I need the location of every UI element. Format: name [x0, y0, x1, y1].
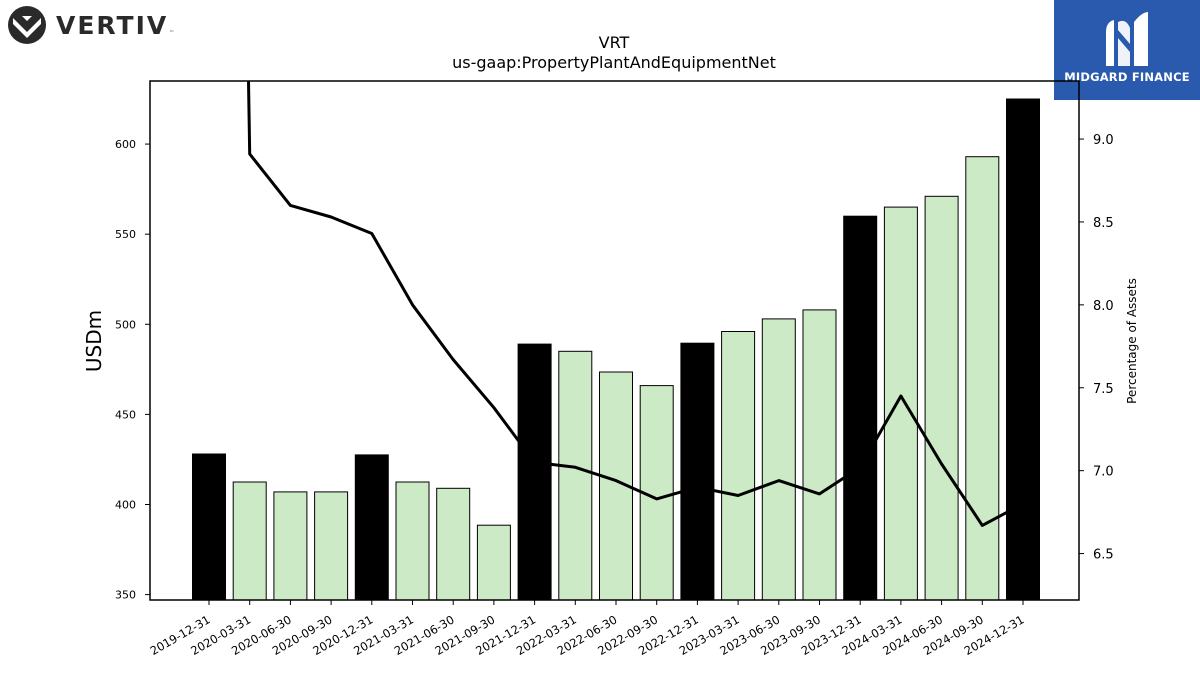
trademark-mark: ™ [169, 30, 175, 36]
midgard-logo: MIDGARD FINANCE [1054, 0, 1200, 100]
bar-2021-06-30 [436, 487, 471, 601]
y2-tick-label: 7.5 [1093, 382, 1114, 397]
y-tick-label: 550 [115, 228, 136, 241]
bar-2024-06-30 [924, 195, 959, 601]
bar-2024-12-31 [1006, 98, 1040, 601]
bar-2023-12-31 [843, 215, 878, 601]
percentage-line [247, 80, 1024, 527]
line-layer [247, 80, 1024, 527]
bar-2021-12-31 [517, 343, 552, 601]
y2-tick-label: 8.5 [1093, 216, 1114, 231]
bar-2021-03-31 [395, 481, 430, 601]
bar-2020-06-30 [273, 491, 308, 601]
bar-2024-09-30 [965, 156, 1000, 601]
y-tick-label: 450 [115, 408, 136, 421]
midgard-wordmark: MIDGARD FINANCE [1064, 70, 1190, 84]
y2-tick-label: 7.0 [1093, 465, 1114, 480]
y-tick-label: 400 [115, 498, 136, 511]
y-tick-label: 500 [115, 318, 136, 331]
bar-2023-03-31 [721, 331, 756, 601]
bar-2019-12-31 [192, 453, 226, 601]
bar-2022-03-31 [558, 350, 593, 601]
chart-subtitle: us-gaap:PropertyPlantAndEquipmentNet [452, 53, 776, 72]
bar-2020-03-31 [232, 481, 267, 601]
bar-2020-12-31 [354, 454, 389, 601]
y2-tick-label: 6.5 [1093, 548, 1114, 563]
bar-2023-09-30 [802, 309, 837, 601]
bar-2021-09-30 [476, 524, 511, 601]
y-axis-label: USDm [82, 310, 106, 372]
y-tick-label: 350 [115, 589, 136, 602]
y2-tick-label: 9.0 [1093, 133, 1114, 148]
y2-axis-label: Percentage of Assets [1125, 278, 1139, 404]
plot-frame [149, 80, 1080, 601]
vertiv-logo: VERTIV ™ [8, 6, 174, 44]
y-tick-label: 600 [115, 138, 136, 151]
chart-title: VRT [599, 33, 630, 52]
bar-2023-06-30 [761, 318, 796, 601]
vertiv-chevron-icon [8, 6, 46, 44]
vertiv-wordmark: VERTIV [56, 10, 169, 40]
bars-layer [192, 98, 1040, 601]
bar-2024-03-31 [883, 206, 918, 601]
bar-2022-12-31 [680, 342, 715, 601]
midgard-m-icon [1106, 12, 1148, 66]
y2-tick-label: 8.0 [1093, 299, 1114, 314]
bar-2020-09-30 [314, 491, 349, 601]
